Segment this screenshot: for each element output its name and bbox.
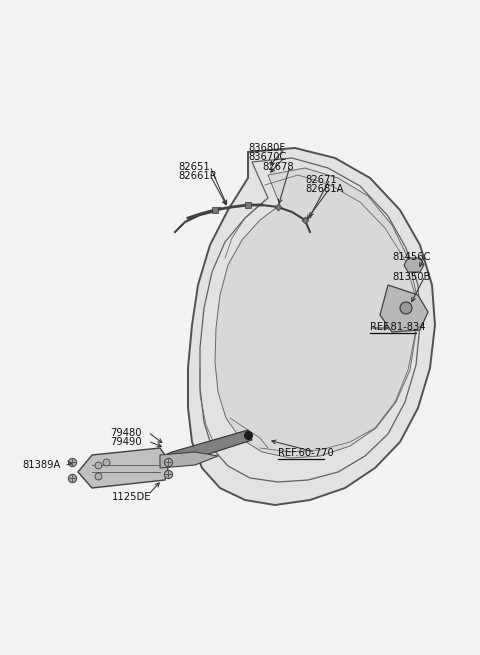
- Text: 82678: 82678: [262, 162, 294, 172]
- Text: REF.81-834: REF.81-834: [370, 322, 425, 332]
- Text: 81456C: 81456C: [392, 252, 431, 262]
- Text: 83680F: 83680F: [248, 143, 285, 153]
- Text: 82681A: 82681A: [305, 184, 344, 194]
- Text: 83670C: 83670C: [248, 152, 287, 162]
- Text: REF.60-770: REF.60-770: [278, 448, 334, 458]
- Polygon shape: [160, 452, 218, 468]
- Polygon shape: [158, 430, 252, 468]
- Text: 82651: 82651: [178, 162, 210, 172]
- Polygon shape: [404, 258, 424, 272]
- Text: 1125DE: 1125DE: [112, 492, 152, 502]
- Text: 79490: 79490: [110, 437, 142, 447]
- Text: 82661R: 82661R: [178, 171, 216, 181]
- Polygon shape: [188, 148, 435, 505]
- Text: 81350B: 81350B: [392, 272, 431, 282]
- Text: 82671: 82671: [305, 175, 337, 185]
- Circle shape: [400, 302, 412, 314]
- Polygon shape: [215, 168, 416, 458]
- Polygon shape: [380, 285, 428, 332]
- Polygon shape: [78, 448, 168, 488]
- Text: 81389A: 81389A: [22, 460, 60, 470]
- Text: 79480: 79480: [110, 428, 142, 438]
